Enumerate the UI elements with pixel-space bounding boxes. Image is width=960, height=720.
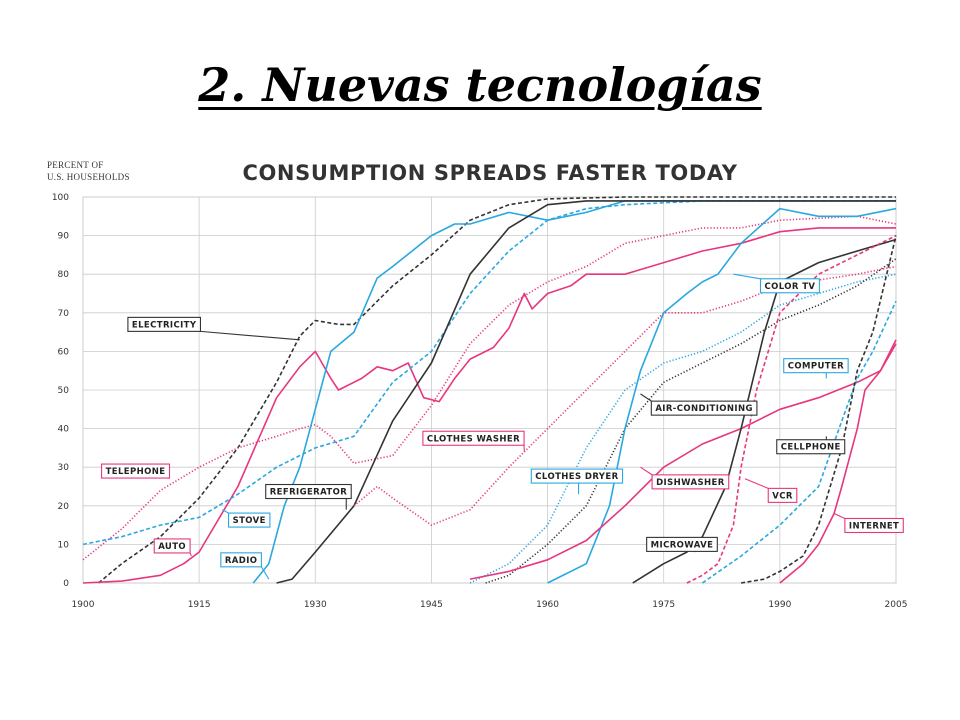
- y-tick-label: 0: [63, 579, 69, 589]
- series-line-radio: [252, 200, 896, 584]
- series-label-electricity: ELECTRICITY: [132, 320, 197, 330]
- series-label-microwave: MICROWAVE: [651, 540, 714, 550]
- series-label-box: [422, 430, 525, 446]
- y-axis-label-line-2: U.S. HOUSEHOLDS: [47, 172, 130, 182]
- x-tick-label: 1975: [652, 600, 675, 610]
- x-tick-label: 1960: [536, 600, 559, 610]
- y-tick-label: 100: [52, 193, 69, 203]
- series-label-pointer: [833, 513, 846, 519]
- series-label-pointer: [222, 509, 229, 514]
- series-line-refrigerator: [276, 200, 896, 584]
- series-label-box: [220, 552, 262, 568]
- y-axis-label-line-1: PERCENT OF: [47, 160, 104, 170]
- y-tick-label: 90: [58, 232, 70, 242]
- series-label-pointer: [200, 330, 300, 341]
- series-label-clothes-washer: CLOTHES WASHER: [427, 434, 520, 444]
- axis-ticks: 0 10 20 30 40 50 60 70 80 90 100 1900 1915 1930 1945 19…: [52, 193, 908, 610]
- series-line-dishwasher: [469, 339, 897, 580]
- slide-title: 2. Nuevas tecnologías: [198, 58, 762, 112]
- series-line-electricity: [97, 196, 896, 584]
- y-tick-label: 30: [58, 463, 70, 473]
- series-label-computer: COMPUTER: [788, 362, 844, 372]
- series-line-internet: [779, 343, 897, 584]
- series-line-air-conditioning: [485, 258, 897, 584]
- series-label-stove: STOVE: [233, 516, 266, 526]
- y-tick-label: 40: [58, 425, 70, 435]
- series-line-auto: [82, 227, 896, 584]
- series-label-box: [265, 483, 352, 500]
- series-label-box: [530, 468, 624, 484]
- series-label-box: [759, 278, 820, 294]
- series-label-box: [127, 316, 201, 332]
- series-label-box: [844, 517, 904, 534]
- series-label-box: [767, 487, 798, 503]
- series-line-stove: [82, 200, 896, 546]
- series-lines: [82, 196, 897, 584]
- series-line-telephone: [82, 215, 897, 561]
- series-line-clothes-washer: [353, 265, 897, 526]
- x-tick-label: 1915: [188, 600, 211, 610]
- series-label-box: [646, 536, 718, 552]
- series-label-box: [650, 400, 758, 416]
- series-labels: ELECTRICITY TELEPHONE AUTO STOVE RADIO REFRIG…: [101, 273, 904, 580]
- series-label-box: [651, 474, 730, 490]
- series-label-telephone: TELEPHONE: [106, 467, 166, 477]
- x-tick-label: 1945: [420, 600, 443, 610]
- y-tick-label: 60: [58, 347, 70, 357]
- series-label-clothes-dryer: CLOTHES DRYER: [535, 472, 618, 482]
- series-label-internet: INTERNET: [849, 521, 899, 531]
- series-line-vcr: [686, 234, 897, 584]
- series-label-cellphone: CELLPHONE: [781, 443, 841, 453]
- y-tick-label: 50: [58, 386, 70, 396]
- series-label-refrigerator: REFRIGERATOR: [270, 488, 348, 498]
- y-tick-label: 80: [58, 270, 70, 280]
- series-label-auto: AUTO: [158, 542, 186, 552]
- x-tick-label: 1900: [72, 600, 95, 610]
- y-tick-label: 20: [58, 502, 70, 512]
- series-label-pointer: [640, 466, 653, 476]
- series-label-pointer: [733, 273, 761, 280]
- series-label-pointer: [260, 566, 270, 580]
- series-label-box: [153, 538, 191, 554]
- series-label-box: [228, 512, 271, 528]
- chart-title: CONSUMPTION SPREADS FASTER TODAY: [242, 161, 737, 185]
- series-label-radio: RADIO: [225, 556, 258, 566]
- series-label-box: [101, 463, 171, 479]
- series-line-computer: [701, 300, 897, 584]
- series-label-color-tv: COLOR TV: [765, 282, 816, 292]
- series-label-pointer: [640, 393, 652, 402]
- series-label-vcr: VCR: [772, 491, 793, 501]
- x-tick-label: 2005: [885, 600, 908, 610]
- series-label-air-conditioning: AIR-CONDITIONING: [655, 404, 753, 414]
- series-label-pointer: [744, 478, 769, 489]
- series-line-cellphone: [740, 235, 897, 584]
- series-line-color-tv: [547, 207, 897, 584]
- series-label-dishwasher: DISHWASHER: [656, 478, 725, 488]
- x-tick-label: 1930: [304, 600, 327, 610]
- chart-grid: [82, 196, 897, 584]
- series-label-box: [783, 358, 849, 374]
- series-label-box: [776, 439, 846, 455]
- series-line-clothes-dryer: [469, 273, 897, 584]
- y-tick-label: 70: [58, 309, 70, 319]
- series-line-microwave: [632, 238, 897, 584]
- y-tick-label: 10: [58, 540, 70, 550]
- x-tick-label: 1990: [768, 600, 791, 610]
